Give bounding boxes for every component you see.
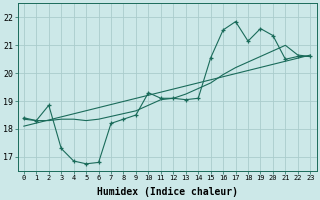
X-axis label: Humidex (Indice chaleur): Humidex (Indice chaleur)	[97, 186, 237, 197]
